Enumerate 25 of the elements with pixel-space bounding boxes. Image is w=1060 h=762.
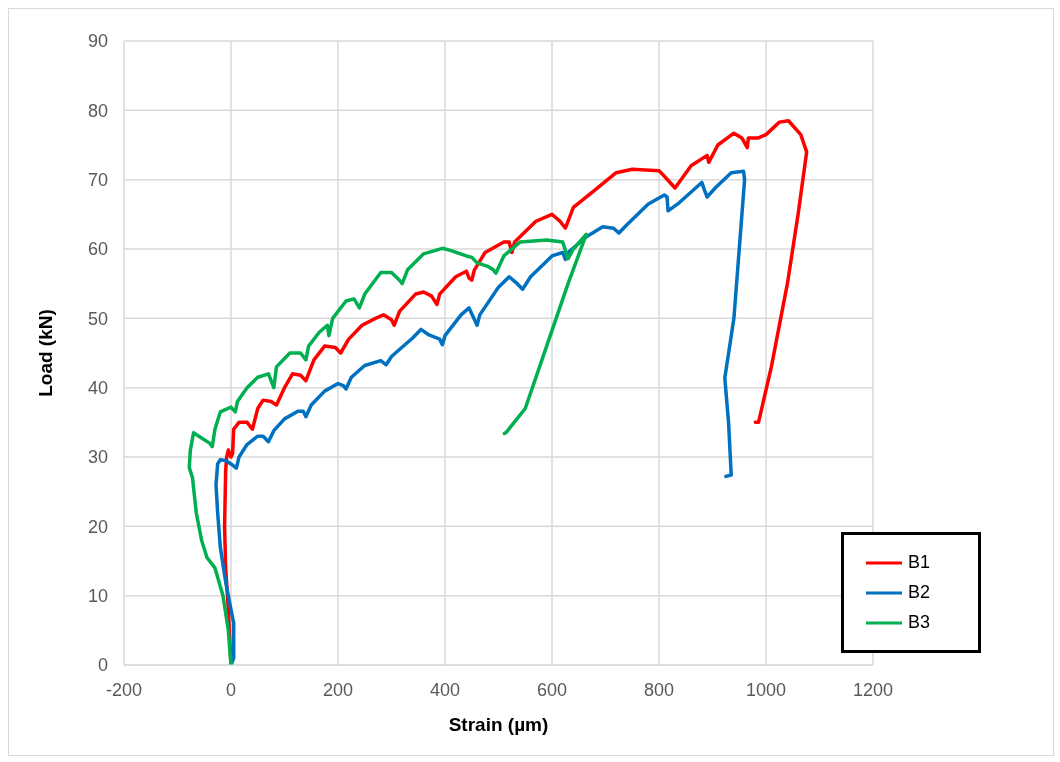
x-axis-title: Strain (µm) <box>448 714 549 735</box>
x-tick-label: 0 <box>225 679 237 700</box>
x-tick-label: 1200 <box>852 679 894 700</box>
y-tick-label: 60 <box>87 239 108 260</box>
y-tick-label: 90 <box>87 31 108 52</box>
legend-label: B2 <box>908 582 931 603</box>
y-tick-label: 0 <box>97 655 108 676</box>
y-tick-label: 30 <box>87 447 108 468</box>
x-tick-label: 800 <box>643 679 675 700</box>
y-tick-label: 20 <box>87 516 108 537</box>
y-tick-label: 50 <box>87 308 108 329</box>
y-tick-label: 80 <box>87 100 108 121</box>
x-tick-label: 200 <box>322 679 354 700</box>
y-axis-title: Load (kN) <box>34 309 56 397</box>
x-tick-label: 600 <box>536 679 568 700</box>
x-tick-label: -200 <box>105 679 143 700</box>
y-tick-label: 40 <box>87 378 108 399</box>
legend-label: B1 <box>908 552 931 573</box>
line-series <box>187 232 588 665</box>
x-tick-label: 400 <box>429 679 461 700</box>
y-tick-label: 70 <box>87 170 108 191</box>
line-series <box>214 169 747 665</box>
legend-label: B3 <box>908 612 931 633</box>
y-tick-label: 10 <box>87 586 108 607</box>
x-tick-label: 1000 <box>745 679 787 700</box>
